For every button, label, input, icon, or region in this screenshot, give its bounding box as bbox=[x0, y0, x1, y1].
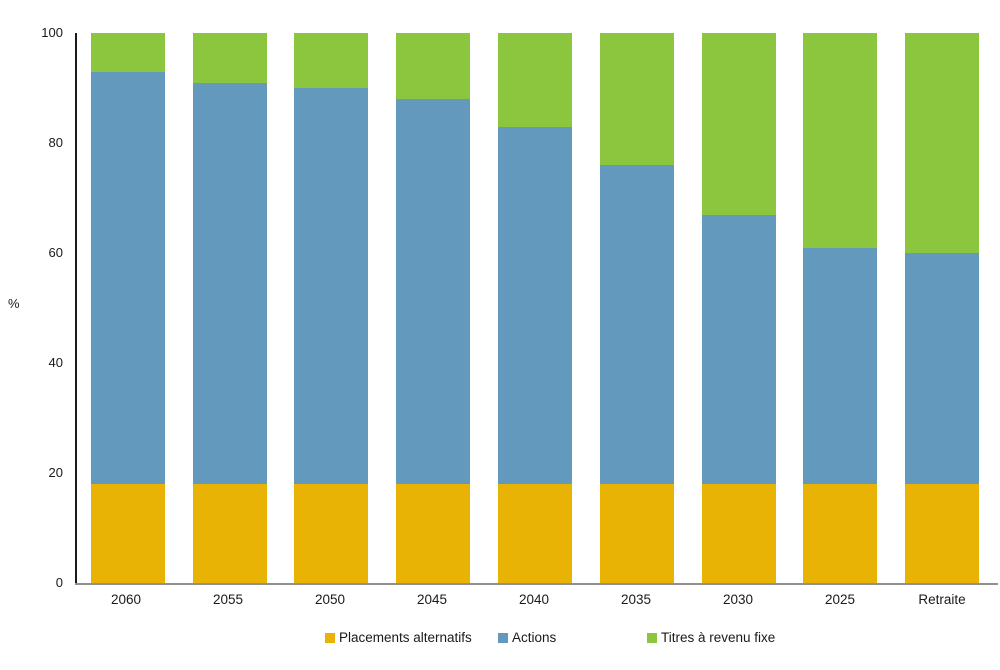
x-axis-labels: 2060 2055 2050 2045 2040 2035 2030 2025 Retraite bbox=[75, 592, 993, 607]
bar-column-2025 bbox=[789, 33, 891, 583]
x-tick-label: 2050 bbox=[314, 592, 346, 607]
bar-segment-titres-a-revenu-fixe bbox=[498, 33, 573, 127]
bar-segment-titres-a-revenu-fixe bbox=[294, 33, 369, 88]
bar-segment-actions bbox=[905, 253, 980, 484]
bar-segment-placements-alternatifs bbox=[701, 484, 776, 583]
x-tick-label: 2030 bbox=[722, 592, 754, 607]
bar-segment-actions bbox=[498, 126, 573, 484]
bar-segment-placements-alternatifs bbox=[803, 484, 878, 583]
x-tick-label: 2025 bbox=[824, 592, 856, 607]
bar-segment-titres-a-revenu-fixe bbox=[396, 33, 471, 99]
y-axis-label: % bbox=[8, 296, 20, 311]
bar-segment-actions bbox=[803, 247, 878, 484]
y-tick-label: 60 bbox=[48, 245, 63, 260]
legend-label: Placements alternatifs bbox=[339, 630, 472, 645]
bar-segment-actions bbox=[90, 71, 165, 484]
bar-segment-actions bbox=[294, 88, 369, 484]
bar-column-2040 bbox=[484, 33, 586, 583]
bar-segment-titres-a-revenu-fixe bbox=[192, 33, 267, 83]
bar-segment-titres-a-revenu-fixe bbox=[701, 33, 776, 215]
bar-segment-titres-a-revenu-fixe bbox=[599, 33, 674, 165]
x-tick-label: Retraite bbox=[918, 592, 966, 607]
bar-segment-placements-alternatifs bbox=[396, 484, 471, 583]
bar-column-2050 bbox=[281, 33, 383, 583]
legend-swatch-actions bbox=[498, 632, 508, 643]
y-tick-label: 80 bbox=[48, 135, 63, 150]
legend-swatch-titres-a-revenu-fixe bbox=[647, 632, 657, 643]
bar-segment-placements-alternatifs bbox=[498, 484, 573, 583]
legend-item-actions: Actions bbox=[498, 630, 556, 645]
legend-label: Actions bbox=[512, 630, 557, 645]
bar-column-2045 bbox=[382, 33, 484, 583]
bar-segment-placements-alternatifs bbox=[905, 484, 980, 583]
bar-segment-titres-a-revenu-fixe bbox=[803, 33, 878, 248]
plot-area bbox=[75, 33, 993, 583]
bar-column-retraite bbox=[891, 33, 993, 583]
legend: Placements alternatifs Actions Titres à re… bbox=[0, 630, 1000, 654]
bar-segment-placements-alternatifs bbox=[294, 484, 369, 583]
legend-swatch-placements-alternatifs bbox=[325, 632, 335, 643]
y-tick-label: 40 bbox=[48, 355, 63, 370]
x-tick-label: 2055 bbox=[212, 592, 244, 607]
bar-column-2060 bbox=[77, 33, 179, 583]
bar-column-2030 bbox=[688, 33, 790, 583]
bar-column-2035 bbox=[586, 33, 688, 583]
bar-segment-actions bbox=[396, 99, 471, 484]
legend-label: Titres à revenu fixe bbox=[661, 630, 776, 645]
x-tick-label: 2060 bbox=[110, 592, 142, 607]
x-tick-label: 2035 bbox=[620, 592, 652, 607]
bar-segment-actions bbox=[701, 214, 776, 484]
y-tick-label: 20 bbox=[48, 465, 63, 480]
y-axis-ticks: 0 20 40 60 80 100 bbox=[0, 25, 63, 590]
legend-item-titres-a-revenu-fixe: Titres à revenu fixe bbox=[647, 630, 775, 645]
bar-segment-titres-a-revenu-fixe bbox=[90, 33, 165, 72]
bar-segment-actions bbox=[599, 165, 674, 484]
y-tick-label: 0 bbox=[55, 575, 63, 590]
x-tick-label: 2045 bbox=[416, 592, 448, 607]
bar-segment-placements-alternatifs bbox=[90, 484, 165, 583]
bar-segment-titres-a-revenu-fixe bbox=[905, 33, 980, 253]
bar-segment-placements-alternatifs bbox=[192, 484, 267, 583]
legend-item-placements-alternatifs: Placements alternatifs bbox=[325, 630, 472, 645]
bar-segment-placements-alternatifs bbox=[599, 484, 674, 583]
x-tick-label: 2040 bbox=[518, 592, 550, 607]
bar-segment-actions bbox=[192, 82, 267, 484]
x-axis-baseline bbox=[75, 583, 998, 585]
bar-column-2055 bbox=[179, 33, 281, 583]
y-tick-label: 100 bbox=[41, 25, 63, 40]
